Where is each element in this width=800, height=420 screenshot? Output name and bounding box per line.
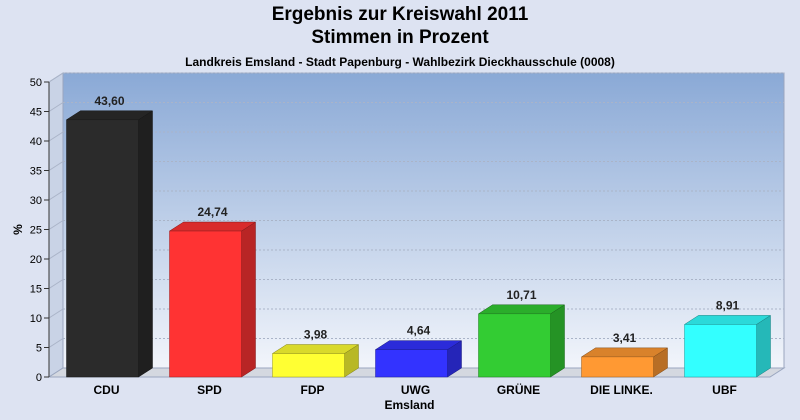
chart-title-line2: Stimmen in Prozent [311,27,489,48]
bar-top [477,304,566,315]
y-tick-label: 35 [30,166,42,178]
bar-UBF [683,314,772,378]
grid-line-side [48,131,64,142]
grid-line-side [48,220,64,230]
x-tick-label: SPD [197,383,222,397]
y-tick-label: 30 [30,195,42,207]
grid-line-side [48,161,64,171]
bar-side [550,304,565,378]
bar [375,349,448,378]
data-label: 10,71 [506,288,536,302]
grid-line-side [48,249,64,260]
bar-top [580,347,669,358]
bar-top [271,344,360,354]
bar [684,324,757,378]
bars [65,110,772,378]
x-tick-label: DIE LINKE. [590,383,653,397]
bar-UWG [374,340,463,378]
x-tick-label: UBF [712,383,737,397]
data-label: 8,91 [716,298,740,312]
data-label: 3,41 [613,331,637,345]
bar-top [683,315,772,325]
x-tick-label: GRÜNE [497,382,540,397]
bar-DIE LINKE. [580,347,669,378]
x-tick-label: FDP [301,383,325,397]
x-axis-label: Emsland [384,398,434,412]
bar [581,356,654,378]
bar-side [756,314,771,378]
bar [66,119,139,378]
data-label: 3,98 [304,328,328,342]
x-tick-label: UWG [401,383,430,397]
y-axis-label: % [11,224,25,235]
bar [272,353,345,378]
chart-subtitle: Landkreis Emsland - Stadt Papenburg - Wa… [185,55,615,69]
labels: 43,60 CDU 24,74 SPD 3,98 FDP 4,64 UWG 10,71 GRÜNE… [94,94,740,412]
bar-FDP [271,344,360,378]
bar-SPD [168,221,257,378]
grid-line-side [48,102,64,112]
bar-top [168,221,257,232]
data-label: 43,60 [94,94,124,108]
grid-line-side [48,190,64,201]
grid-line-side [48,72,64,83]
bar-top [374,340,463,350]
bar-top [65,110,154,121]
axes: 0 5 10 15 20 25 30 35 40 45 50% [11,77,50,384]
grid-line-side [48,308,64,319]
y-tick-label: 5 [36,343,42,355]
chart-title-block: Ergebnis zur Kreiswahl 2011 Stimmen in P… [0,3,800,70]
y-tick-label: 50 [30,77,42,89]
bar-CDU [65,110,154,378]
y-tick-label: 10 [30,313,42,325]
chart-title: Ergebnis zur Kreiswahl 2011 [271,4,529,25]
y-tick-label: 45 [30,107,42,119]
data-label: 24,74 [197,205,227,219]
bar [478,313,551,378]
data-label: 4,64 [407,324,431,338]
y-tick-label: 0 [36,372,42,384]
x-tick-label: CDU [94,383,120,397]
bar-side [138,110,153,378]
bar [169,230,242,378]
grid-line-side [48,279,64,289]
y-tick-label: 25 [30,225,42,237]
bar-side [241,221,256,378]
bar-GRÜNE [477,304,566,378]
grid-line-side [48,338,64,348]
y-tick-label: 15 [30,284,42,296]
y-tick-label: 20 [30,254,42,266]
y-tick-label: 40 [30,136,42,148]
